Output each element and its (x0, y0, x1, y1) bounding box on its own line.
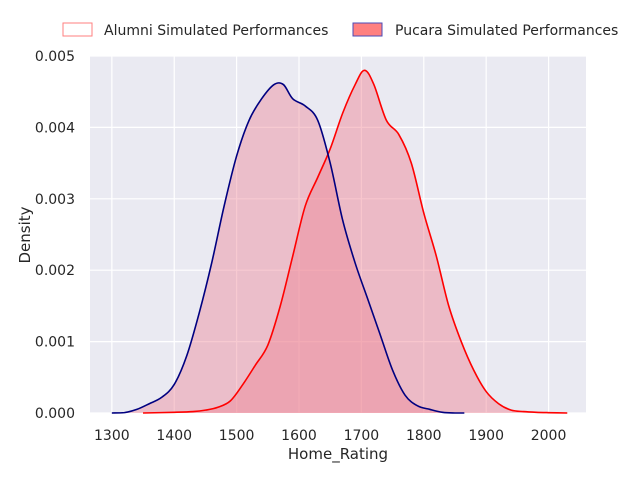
y-tick-label: 0.000 (35, 406, 75, 422)
density-line-alumni (143, 69, 568, 414)
x-tick-label: 1400 (156, 428, 192, 444)
y-axis-ticks: 0.000 0.001 0.002 0.003 0.004 0.005 (35, 49, 75, 422)
y-axis-label: Density (16, 206, 34, 263)
y-tick-label: 0.005 (35, 49, 75, 65)
x-tick-label: 1500 (219, 428, 255, 444)
x-tick-label: 1900 (468, 428, 504, 444)
legend-label-alumni: Alumni Simulated Performances (104, 23, 328, 39)
legend-swatch-pucara (352, 22, 383, 37)
x-tick-label: 1800 (406, 428, 442, 444)
legend: Alumni Simulated Performances Pucara Sim… (62, 22, 618, 39)
x-axis-ticks: 1300 1400 1500 1600 1700 1800 1900 2000 (94, 428, 566, 444)
density-area-alumni (143, 70, 568, 413)
density-line-pucara (111, 81, 465, 414)
y-tick-label: 0.002 (35, 263, 75, 279)
x-axis-label: Home_Rating (288, 445, 388, 464)
y-tick-label: 0.003 (35, 192, 75, 208)
plot-background (90, 56, 586, 413)
legend-label-pucara: Pucara Simulated Performances (395, 23, 618, 39)
y-tick-label: 0.004 (35, 120, 75, 136)
density-fills (111, 70, 568, 414)
legend-swatch-alumni (62, 22, 93, 37)
x-tick-label: 1600 (281, 428, 317, 444)
x-tick-label: 2000 (531, 428, 567, 444)
x-tick-label: 1700 (344, 428, 380, 444)
density-lines (111, 69, 568, 414)
x-tick-label: 1300 (94, 428, 130, 444)
y-tick-label: 0.001 (35, 335, 75, 351)
density-area-pucara (111, 82, 465, 414)
